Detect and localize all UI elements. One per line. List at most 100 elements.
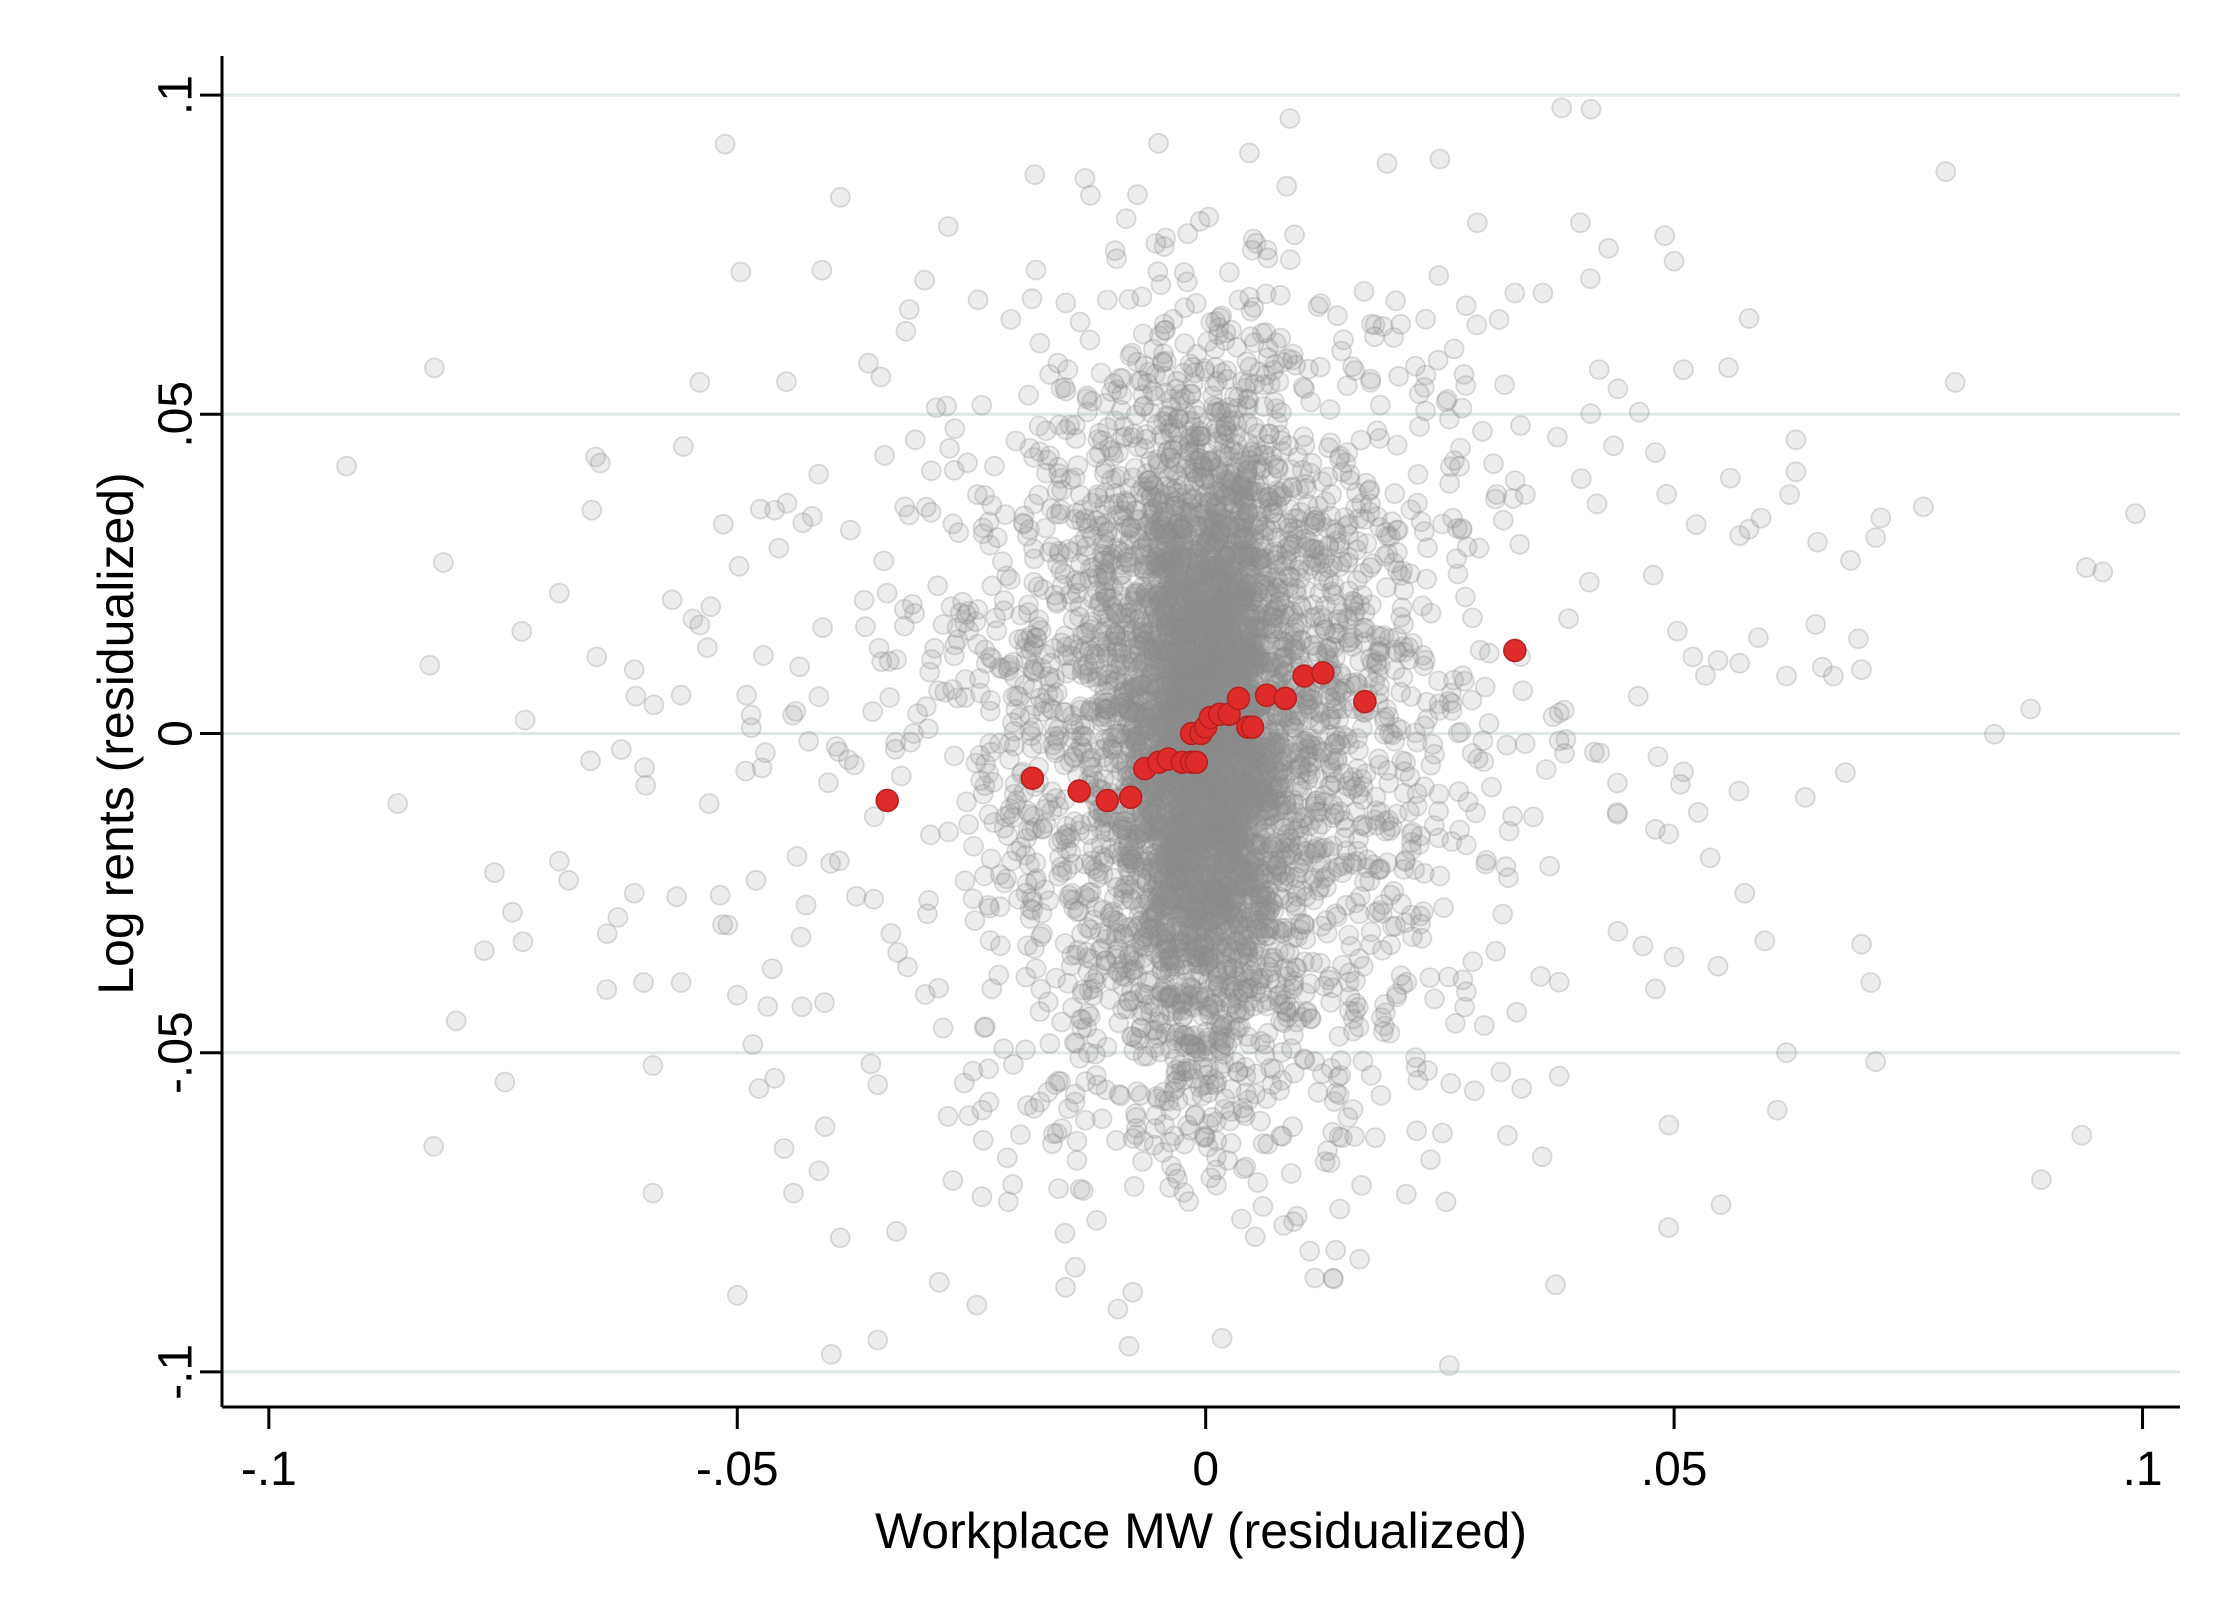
raw-point <box>1202 820 1224 841</box>
raw-point <box>1234 662 1255 683</box>
raw-point <box>1197 573 1219 594</box>
raw-point <box>1148 691 1169 712</box>
raw-point <box>1380 934 1402 956</box>
raw-point <box>1231 549 1253 571</box>
raw-point <box>1180 895 1202 917</box>
raw-point <box>1220 733 1242 754</box>
raw-point <box>1265 713 1287 735</box>
raw-point <box>1156 458 1178 480</box>
raw-point <box>1218 397 1240 418</box>
raw-point <box>1429 865 1451 887</box>
raw-point <box>1214 657 1235 679</box>
raw-point <box>1160 579 1182 600</box>
raw-point <box>1219 867 1241 889</box>
raw-point <box>1215 563 1236 584</box>
raw-point <box>1255 283 1277 305</box>
raw-point <box>1192 661 1214 683</box>
raw-point <box>1230 646 1252 667</box>
raw-point <box>1218 760 1240 781</box>
raw-point <box>1251 777 1273 799</box>
raw-point <box>1279 498 1301 520</box>
raw-point <box>1180 1058 1202 1080</box>
raw-point <box>1208 868 1230 889</box>
raw-point <box>1219 261 1240 283</box>
raw-point <box>1488 309 1510 330</box>
raw-point <box>1238 978 1259 1000</box>
raw-point <box>1213 616 1235 637</box>
raw-point <box>1196 840 1218 862</box>
raw-point <box>1236 644 1258 666</box>
raw-point <box>1182 666 1204 687</box>
raw-point <box>1224 756 1246 778</box>
raw-point <box>1205 592 1227 614</box>
raw-point <box>1125 730 1147 752</box>
raw-point <box>1215 919 1237 940</box>
raw-point <box>1207 798 1229 820</box>
raw-point <box>1187 605 1209 627</box>
raw-point <box>897 956 918 978</box>
raw-point <box>1221 733 1243 754</box>
raw-point <box>1064 1091 1086 1113</box>
raw-point <box>1021 288 1043 310</box>
raw-point <box>1141 907 1163 928</box>
raw-point <box>1205 772 1227 793</box>
raw-point <box>1169 849 1191 871</box>
raw-point <box>1173 793 1195 815</box>
raw-point <box>1547 426 1568 448</box>
raw-point <box>1153 817 1175 839</box>
raw-point <box>1304 1050 1325 1072</box>
raw-point <box>1147 568 1169 590</box>
raw-point <box>1165 692 1186 713</box>
raw-point <box>1264 788 1286 810</box>
raw-point <box>1232 765 1254 787</box>
raw-point <box>1179 802 1200 824</box>
raw-point <box>1178 619 1200 641</box>
raw-point <box>1369 394 1391 416</box>
raw-point <box>1142 727 1164 748</box>
raw-point <box>1221 565 1242 586</box>
raw-point <box>1171 1000 1193 1021</box>
raw-point <box>1218 924 1240 946</box>
raw-point <box>1216 402 1238 424</box>
raw-point <box>1323 1268 1344 1290</box>
raw-point <box>1170 870 1191 892</box>
raw-point <box>1238 372 1259 394</box>
raw-point <box>1180 633 1202 654</box>
raw-point <box>1175 669 1197 691</box>
raw-point <box>1462 607 1483 629</box>
raw-point <box>1352 562 1374 584</box>
raw-point <box>1066 1149 1088 1171</box>
raw-point <box>1181 599 1203 620</box>
raw-point <box>1107 811 1129 833</box>
raw-point <box>1309 356 1331 378</box>
raw-point <box>1175 692 1197 713</box>
raw-point <box>1262 618 1284 640</box>
raw-point <box>1204 613 1226 635</box>
raw-point <box>1267 788 1288 810</box>
raw-point <box>1242 480 1263 502</box>
raw-point <box>1182 356 1204 378</box>
raw-point <box>1212 633 1234 654</box>
raw-point <box>1268 719 1290 741</box>
raw-point <box>1173 702 1194 724</box>
raw-point <box>1275 790 1297 812</box>
raw-point <box>1384 483 1406 505</box>
raw-point <box>1199 815 1221 837</box>
raw-point <box>1171 879 1192 901</box>
raw-point <box>1276 175 1298 197</box>
raw-point <box>1211 863 1232 884</box>
raw-point <box>1054 1222 1076 1244</box>
raw-point <box>1162 902 1183 924</box>
raw-point <box>1169 906 1190 928</box>
raw-point <box>1161 816 1183 838</box>
raw-point <box>1010 1124 1031 1146</box>
raw-point <box>1333 329 1354 351</box>
raw-point <box>1376 153 1398 174</box>
raw-point <box>1182 937 1203 958</box>
raw-point <box>1204 647 1225 668</box>
raw-point <box>1160 1100 1182 1121</box>
raw-point <box>1098 669 1119 691</box>
raw-point <box>1189 896 1211 917</box>
raw-point <box>1288 644 1310 665</box>
raw-point <box>1307 296 1329 317</box>
